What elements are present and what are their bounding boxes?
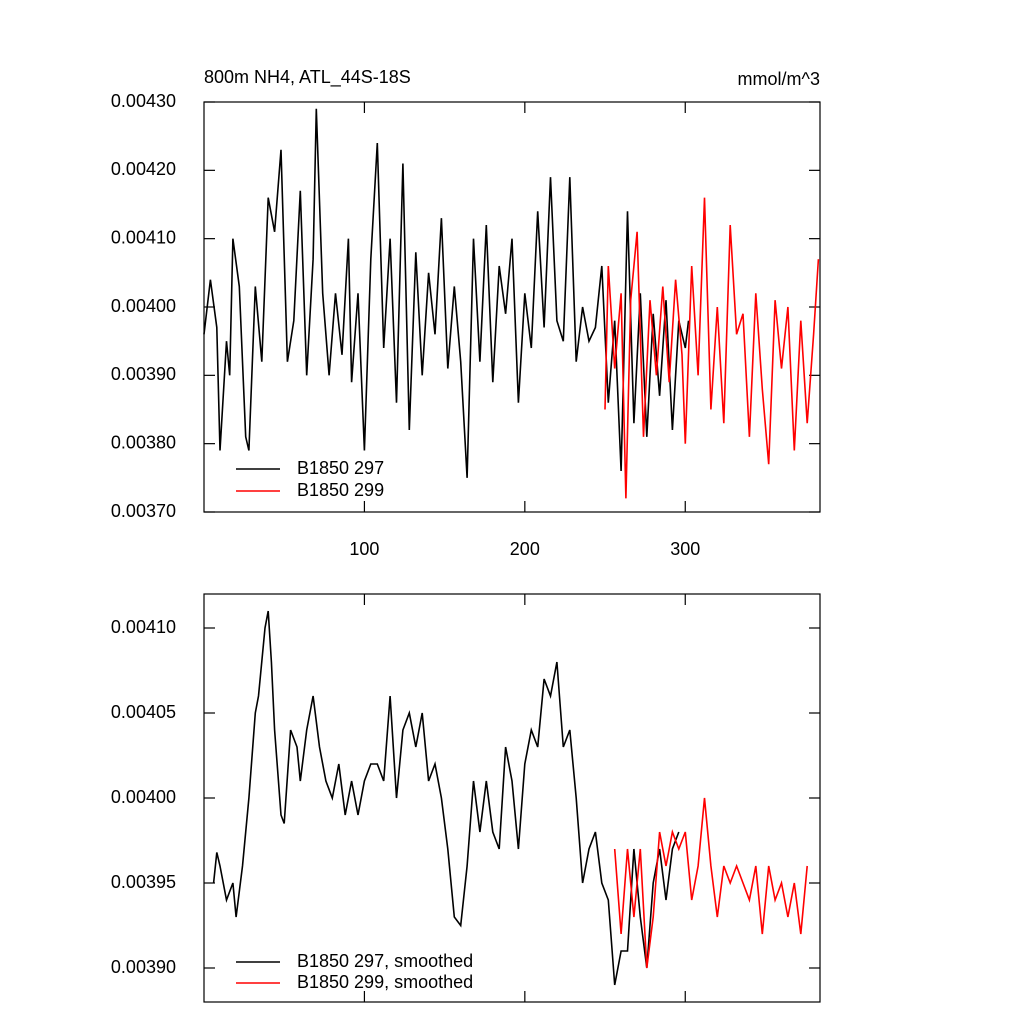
chart-title: 800m NH4, ATL_44S-18S: [204, 67, 411, 88]
y-tick-label: 0.00380: [111, 432, 176, 452]
y-tick-label: 0.00420: [111, 159, 176, 179]
plot-frame: [203, 593, 821, 1003]
x-tick-label: 200: [510, 539, 540, 559]
y-tick-label: 0.00400: [111, 787, 176, 807]
y-tick-label: 0.00370: [111, 501, 176, 521]
y-tick-label: 0.00390: [111, 364, 176, 384]
data-line: [212, 610, 680, 986]
data-line: [203, 108, 690, 478]
legend-label: B1850 297, smoothed: [297, 951, 473, 971]
units-label: mmol/m^3: [738, 69, 820, 89]
x-tick-label: 300: [670, 539, 700, 559]
y-tick-label: 0.00395: [111, 872, 176, 892]
y-tick-label: 0.00410: [111, 617, 176, 637]
legend-label: B1850 299: [297, 480, 384, 500]
legend-label: B1850 299, smoothed: [297, 972, 473, 992]
x-tick-label: 100: [349, 539, 379, 559]
y-tick-label: 0.00400: [111, 296, 176, 316]
y-tick-label: 0.00430: [111, 91, 176, 111]
y-tick-label: 0.00410: [111, 227, 176, 247]
data-line: [604, 197, 820, 499]
legend-label: B1850 297: [297, 458, 384, 478]
y-tick-label: 0.00405: [111, 702, 176, 722]
data-line: [613, 797, 808, 969]
y-tick-label: 0.00390: [111, 957, 176, 977]
